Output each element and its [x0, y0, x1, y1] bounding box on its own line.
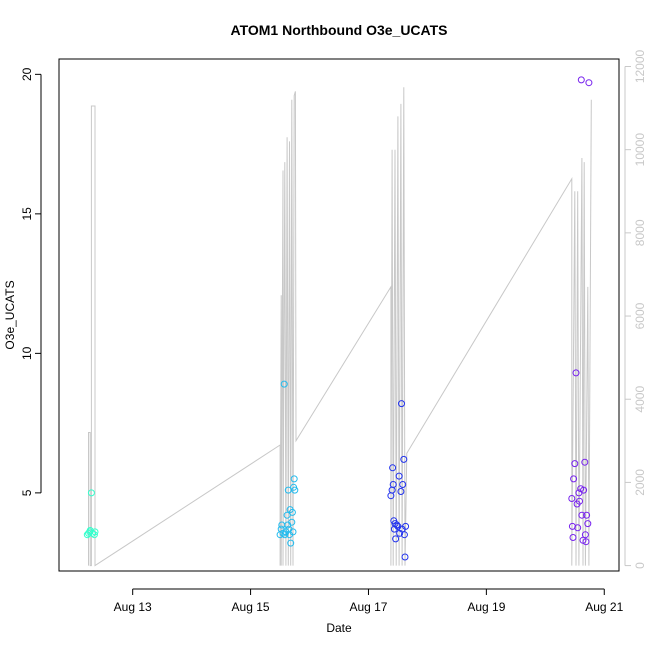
data-point	[288, 518, 296, 526]
y-axis-label: O3e_UCATS	[3, 280, 17, 349]
points-layer	[83, 76, 593, 561]
data-point	[583, 511, 591, 519]
plot-frame	[58, 58, 620, 572]
data-point	[401, 553, 409, 561]
x-tick-label: Aug 19	[467, 600, 505, 614]
y-tick-label: 15	[20, 207, 34, 221]
data-point	[91, 528, 99, 536]
data-point	[389, 481, 397, 488]
y-tick-label: 20	[20, 67, 34, 81]
data-point	[571, 460, 579, 468]
data-point	[568, 495, 576, 502]
data-point	[574, 524, 582, 532]
data-point	[570, 475, 578, 483]
data-point	[584, 520, 592, 528]
data-point	[388, 486, 396, 494]
data-point	[389, 464, 397, 472]
data-point	[291, 486, 299, 494]
data-point	[577, 76, 585, 84]
data-point	[398, 400, 405, 408]
data-point	[90, 531, 98, 539]
y2-tick-label: 0	[633, 562, 647, 569]
data-point	[580, 486, 588, 494]
data-point	[399, 481, 407, 488]
data-point	[581, 531, 589, 539]
data-point	[288, 508, 296, 516]
data-point	[397, 488, 405, 495]
data-point	[582, 538, 590, 546]
y2-tick-label: 4000	[633, 386, 647, 413]
data-point	[289, 528, 297, 536]
y2-tick-label: 6000	[633, 302, 647, 329]
x-tick-label: Aug 21	[585, 600, 623, 614]
y2-tick-label: 12000	[633, 49, 647, 83]
axes-layer: Aug 13 Aug 15 Aug 17 Aug 19 Aug 21 5 10 15 20 0 20…	[20, 49, 647, 614]
y2-tick-label: 8000	[633, 219, 647, 246]
data-point	[402, 522, 410, 530]
data-point	[280, 380, 288, 388]
y2-tick-label: 10000	[633, 133, 647, 167]
data-point	[87, 489, 95, 497]
data-point	[287, 539, 295, 547]
y-tick-label: 5	[20, 489, 34, 496]
data-point	[581, 458, 589, 466]
data-point	[585, 79, 593, 87]
data-point	[578, 511, 586, 519]
y-tick-label: 10	[20, 346, 34, 360]
data-point	[400, 455, 408, 463]
data-point	[569, 534, 577, 541]
data-point	[395, 472, 403, 480]
data-point	[576, 497, 583, 505]
x-tick-label: Aug 13	[114, 600, 152, 614]
data-point	[393, 521, 401, 529]
data-point	[400, 531, 408, 539]
chart-title: ATOM1 Northbound O3e_UCATS	[231, 22, 448, 38]
x-axis-label: Date	[326, 621, 352, 635]
data-point	[572, 369, 580, 377]
altitude-line	[88, 87, 592, 567]
data-point	[392, 535, 400, 543]
data-point	[290, 475, 298, 483]
data-point	[283, 511, 291, 519]
y2-tick-label: 2000	[633, 469, 647, 496]
altitude-line-layer	[88, 87, 592, 567]
x-tick-label: Aug 15	[232, 600, 270, 614]
x-tick-label: Aug 17	[349, 600, 387, 614]
